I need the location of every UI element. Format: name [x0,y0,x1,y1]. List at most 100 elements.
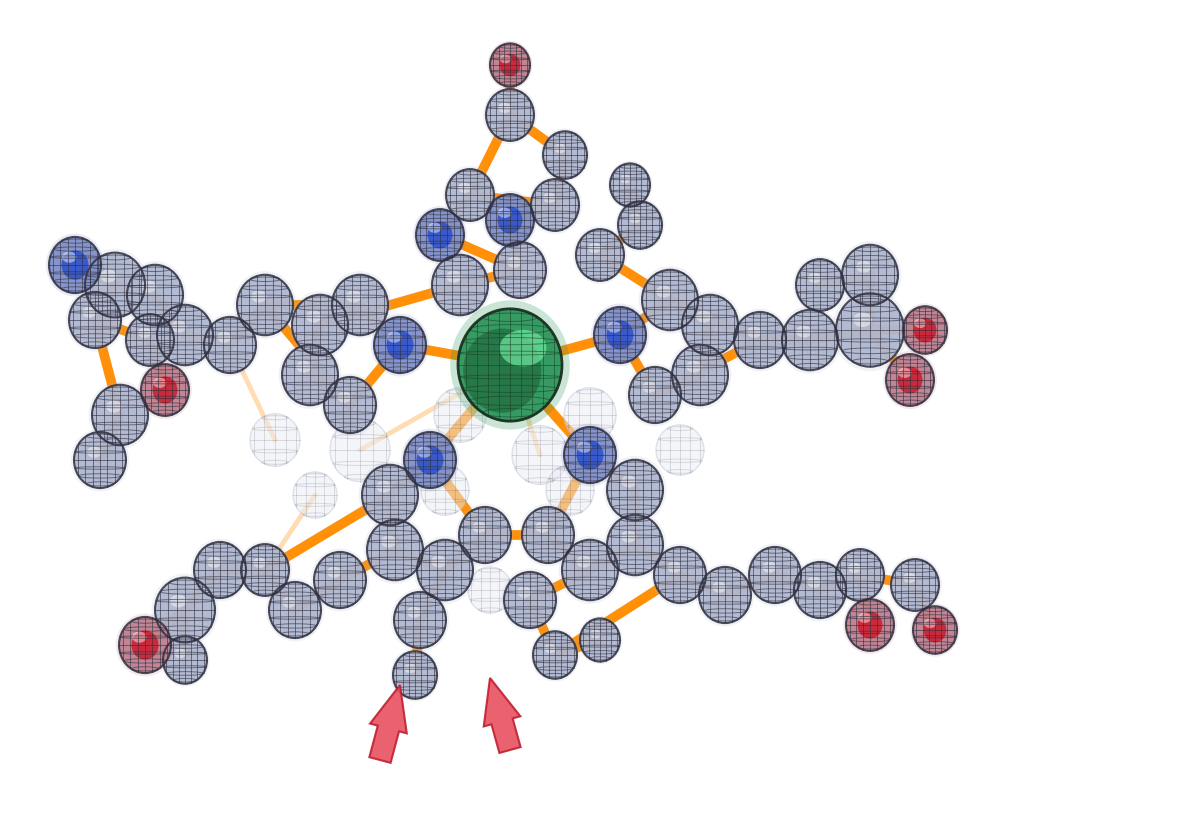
Ellipse shape [848,563,862,573]
Ellipse shape [542,131,587,179]
Ellipse shape [126,314,174,366]
Ellipse shape [359,461,421,529]
Ellipse shape [486,89,534,141]
Ellipse shape [278,341,341,409]
Ellipse shape [734,312,786,368]
Ellipse shape [92,385,148,445]
Ellipse shape [289,291,352,359]
Ellipse shape [282,596,296,608]
Ellipse shape [712,581,726,593]
Ellipse shape [404,432,456,488]
Ellipse shape [404,664,416,673]
Ellipse shape [463,328,541,412]
FancyArrow shape [484,678,521,753]
Ellipse shape [132,630,158,659]
Ellipse shape [532,179,580,231]
Ellipse shape [904,573,917,583]
Ellipse shape [484,191,536,249]
Ellipse shape [484,86,536,144]
Ellipse shape [154,301,216,369]
Ellipse shape [498,207,522,234]
Ellipse shape [414,536,476,604]
Ellipse shape [629,213,641,223]
Ellipse shape [74,432,126,488]
Ellipse shape [116,613,174,676]
Ellipse shape [163,636,208,684]
Ellipse shape [888,556,942,614]
Ellipse shape [576,555,592,568]
Ellipse shape [535,522,550,533]
Ellipse shape [530,628,580,681]
Ellipse shape [904,307,947,354]
Ellipse shape [371,313,430,376]
Ellipse shape [642,381,656,393]
Ellipse shape [842,244,898,305]
Ellipse shape [793,256,847,314]
Ellipse shape [138,328,151,338]
Ellipse shape [70,292,121,348]
Ellipse shape [836,549,884,601]
Ellipse shape [328,566,342,578]
Ellipse shape [853,312,872,327]
Ellipse shape [151,574,218,646]
Ellipse shape [106,401,121,412]
Ellipse shape [324,377,376,433]
Ellipse shape [913,318,936,343]
Ellipse shape [580,618,620,662]
Ellipse shape [250,414,300,466]
Ellipse shape [560,423,619,486]
Ellipse shape [458,309,562,421]
Ellipse shape [142,364,190,416]
Ellipse shape [330,418,390,481]
Ellipse shape [498,207,511,218]
Ellipse shape [846,599,894,651]
Ellipse shape [367,520,424,580]
Ellipse shape [460,507,511,563]
Ellipse shape [458,182,472,193]
Ellipse shape [562,540,618,601]
Ellipse shape [836,293,904,367]
Ellipse shape [883,351,937,409]
Ellipse shape [914,318,926,328]
Ellipse shape [577,616,623,664]
Ellipse shape [779,306,841,374]
Ellipse shape [292,295,348,355]
Ellipse shape [472,522,486,533]
FancyArrow shape [370,685,407,763]
Ellipse shape [796,259,844,311]
Ellipse shape [796,325,811,338]
Ellipse shape [487,41,533,89]
Ellipse shape [376,480,391,492]
Ellipse shape [100,270,116,282]
Ellipse shape [194,542,246,598]
Ellipse shape [898,366,923,393]
Ellipse shape [391,589,449,652]
Ellipse shape [154,377,167,388]
Ellipse shape [82,307,96,318]
Ellipse shape [656,425,704,475]
Ellipse shape [296,360,312,373]
Ellipse shape [486,194,534,246]
Ellipse shape [858,612,871,623]
Ellipse shape [431,555,446,568]
Ellipse shape [142,281,156,292]
Ellipse shape [394,592,446,648]
Ellipse shape [668,341,731,409]
Ellipse shape [46,234,104,297]
Ellipse shape [588,243,601,253]
Ellipse shape [638,266,701,333]
Ellipse shape [314,552,366,608]
Ellipse shape [119,617,172,673]
Ellipse shape [386,330,414,360]
Ellipse shape [620,175,631,183]
Ellipse shape [238,541,292,599]
Ellipse shape [546,465,594,515]
Ellipse shape [446,169,494,221]
Ellipse shape [61,250,89,280]
Ellipse shape [428,251,491,319]
Ellipse shape [533,631,577,679]
Ellipse shape [382,535,396,548]
Ellipse shape [157,305,214,365]
Ellipse shape [332,275,388,335]
Ellipse shape [407,606,421,617]
